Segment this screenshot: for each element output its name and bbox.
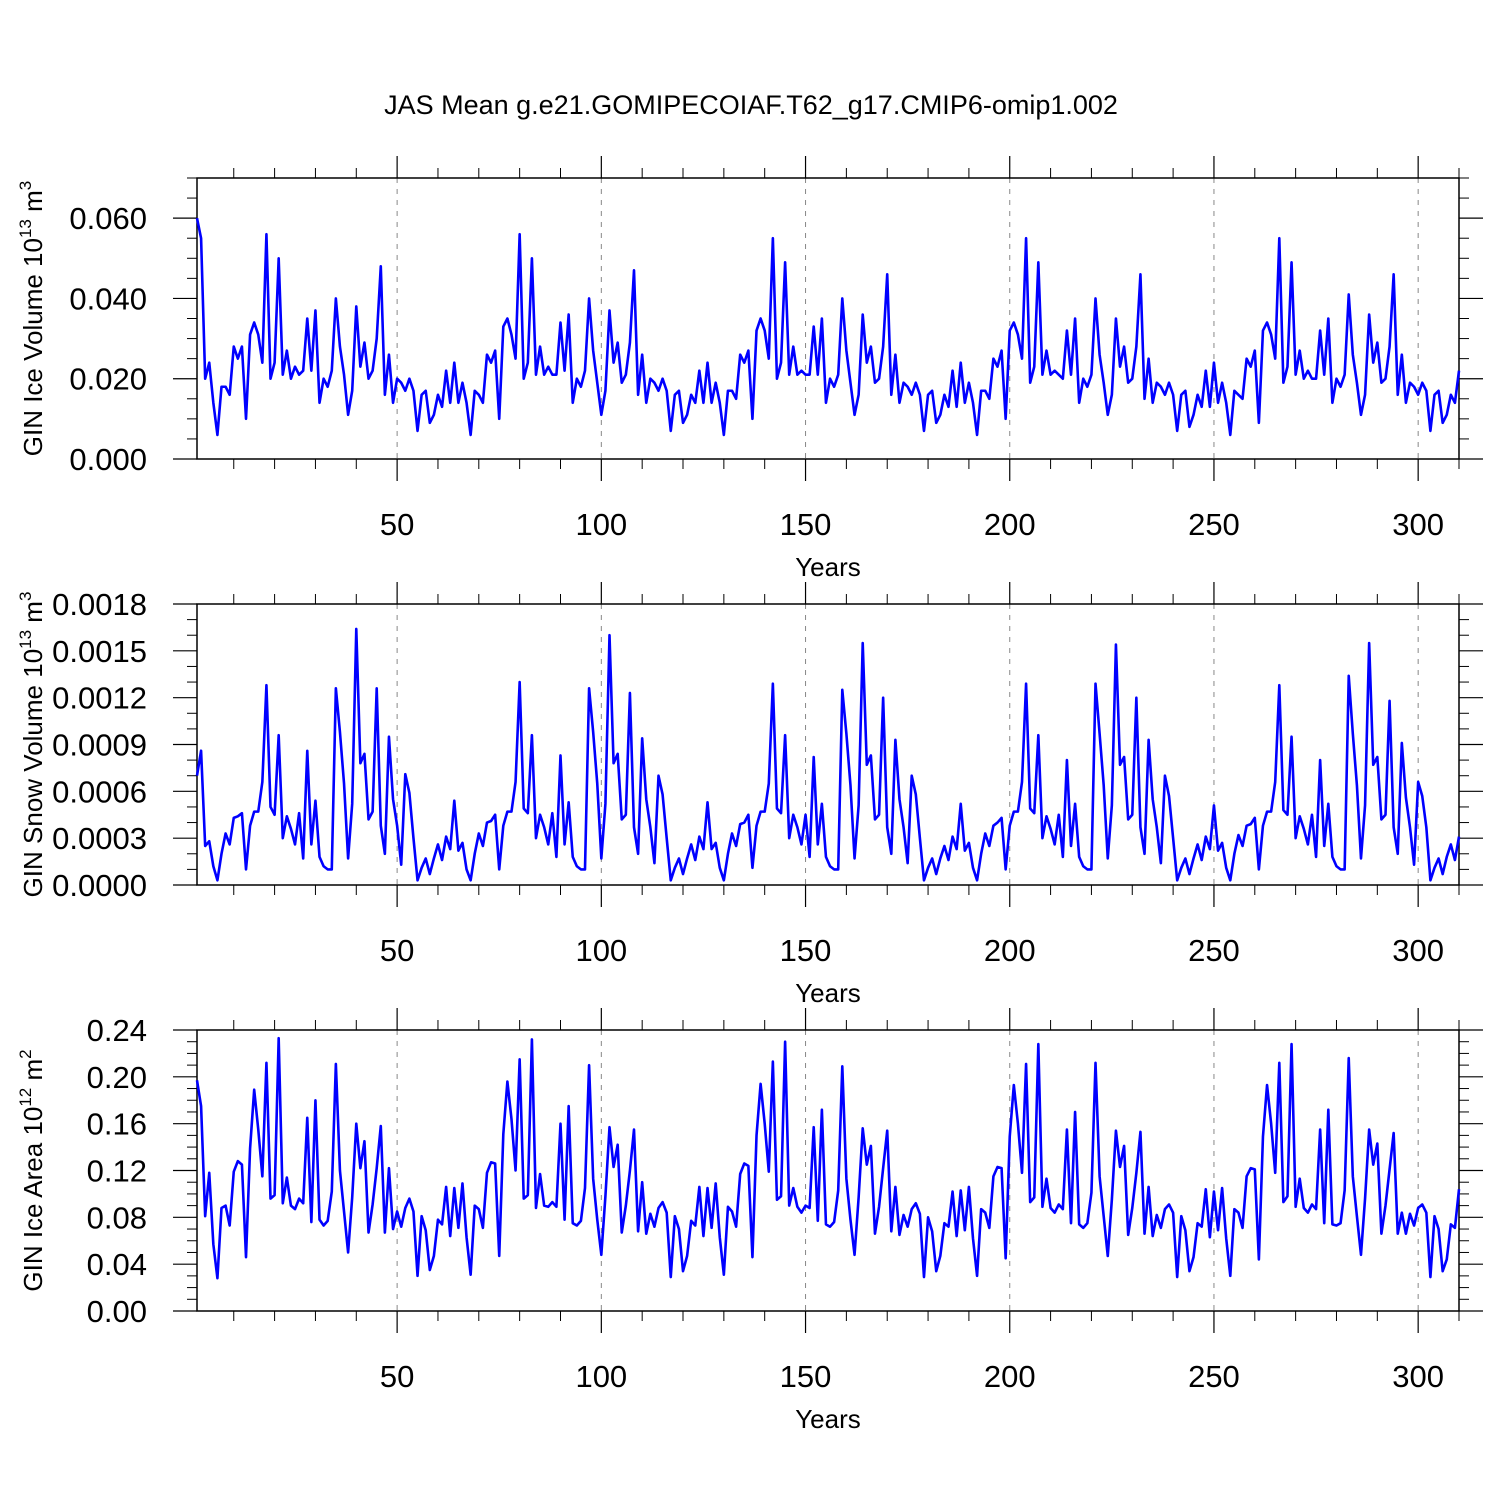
panel-2-x-tick-label-4: 250: [1188, 1359, 1240, 1394]
panel-1-x-tick-label-5: 300: [1392, 933, 1444, 968]
panel-1-y-tick-label-3: 0.0009: [52, 728, 147, 763]
panel-1-x-tick-label-1: 100: [575, 933, 627, 968]
panel-1-y-tick-label-4: 0.0012: [52, 681, 147, 716]
panel-2-x-tick-label-0: 50: [380, 1359, 414, 1394]
panel-1-x-axis-title: Years: [795, 978, 861, 1008]
panel-2-y-tick-label-0: 0.00: [87, 1294, 147, 1329]
panel-2-y-tick-label-6: 0.24: [87, 1013, 147, 1048]
panel-1-series-line: [195, 627, 1461, 882]
panel-0-y-tick-label-3: 0.060: [69, 201, 147, 236]
ice-area-panel: 50 100 150 200 250 300 0.00 0.04 0.08 0.12 0.16 0.2…: [16, 1008, 1483, 1434]
panel-2-y-tick-label-5: 0.20: [87, 1060, 147, 1095]
panel-2-x-tick-label-5: 300: [1392, 1359, 1444, 1394]
panel-0-plot-frame: [196, 177, 1460, 460]
panel-2-series-line: [195, 1036, 1461, 1280]
panel-1-y-axis-title-main: GIN Snow Volume 10: [18, 649, 48, 898]
panel-1-y-tick-label-0: 0.0000: [52, 868, 147, 903]
panel-0-y-axis-title-main: GIN Ice Volume 10: [18, 238, 48, 456]
panel-2-y-axis-title: GIN Ice Area 1012 m2: [16, 1049, 48, 1291]
panel-0-series-line: [195, 217, 1461, 437]
panel-0-y-axis-title-sup: 13: [16, 219, 35, 238]
panel-1-x-tick-label-3: 200: [984, 933, 1036, 968]
panel-1-y-axis-title-sup: 13: [16, 630, 35, 649]
panel-2-y-axis-title-main: GIN Ice Area 10: [18, 1107, 48, 1292]
panel-0-y-axis-title-unit: m: [18, 190, 48, 219]
panel-0-y-axis-title-unit-sup: 3: [16, 181, 35, 190]
panel-2-y-tick-label-4: 0.16: [87, 1107, 147, 1142]
panel-1-y-axis-title-unit-sup: 3: [16, 592, 35, 601]
panel-0-x-axis-title: Years: [795, 552, 861, 582]
panel-0-y-axis-title: GIN Ice Volume 1013 m3: [16, 181, 48, 457]
panel-0-y-tick-label-0: 0.000: [69, 442, 147, 477]
panel-1-y-axis-title-unit: m: [18, 601, 48, 630]
panel-1-y-tick-label-2: 0.0006: [52, 774, 147, 809]
panel-1-y-tick-label-1: 0.0003: [52, 821, 147, 856]
panel-2-plot-frame: [196, 1029, 1460, 1312]
panel-1-x-tick-label-2: 150: [780, 933, 832, 968]
panel-2-y-tick-label-3: 0.12: [87, 1154, 147, 1189]
panel-2-x-tick-label-1: 100: [575, 1359, 627, 1394]
panel-0-y-tick-label-2: 0.040: [69, 281, 147, 316]
panel-2-y-axis-title-unit-sup: 2: [16, 1049, 35, 1058]
panel-0-x-tick-label-0: 50: [380, 507, 414, 542]
panel-0-x-tick-label-4: 250: [1188, 507, 1240, 542]
panel-2-y-tick-label-1: 0.04: [87, 1247, 147, 1282]
snow-volume-panel: 50 100 150 200 250 300 0.0000 0.0003 0.0006 0.000…: [16, 582, 1483, 1008]
panel-1-y-axis-title: GIN Snow Volume 1013 m3: [16, 592, 48, 898]
panel-2-x-axis-title: Years: [795, 1404, 861, 1434]
panel-1-y-tick-label-5: 0.0015: [52, 634, 147, 669]
panel-0-x-tick-label-2: 150: [780, 507, 832, 542]
panel-2-y-tick-label-2: 0.08: [87, 1200, 147, 1235]
panel-1-x-tick-label-4: 250: [1188, 933, 1240, 968]
panel-0-x-tick-label-5: 300: [1392, 507, 1444, 542]
panel-0-x-tick-label-3: 200: [984, 507, 1036, 542]
panel-0-y-tick-label-1: 0.020: [69, 362, 147, 397]
figure-title: JAS Mean g.e21.GOMIPECOIAF.T62_g17.CMIP6…: [384, 90, 1118, 120]
panel-1-y-tick-label-6: 0.0018: [52, 587, 147, 622]
panel-1-x-tick-label-0: 50: [380, 933, 414, 968]
panel-2-y-axis-title-unit: m: [18, 1059, 48, 1088]
panel-2-x-tick-label-3: 200: [984, 1359, 1036, 1394]
ice-volume-panel: 50 100 150 200 250 300 0.000 0.020 0.040 0.060 Yea…: [16, 156, 1483, 582]
panel-2-y-axis-title-sup: 12: [16, 1088, 35, 1107]
panel-2-x-tick-label-2: 150: [780, 1359, 832, 1394]
panel-0-x-tick-label-1: 100: [575, 507, 627, 542]
